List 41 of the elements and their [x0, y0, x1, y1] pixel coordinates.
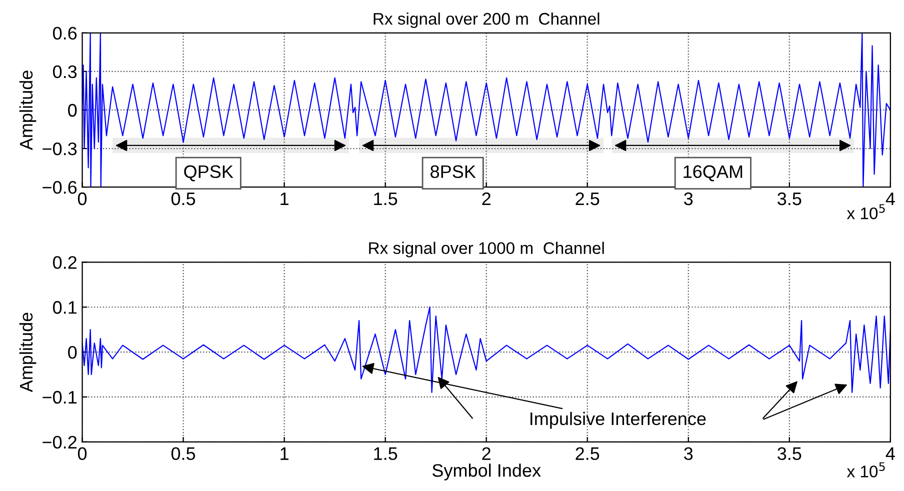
y-tick-label: 0.3	[53, 65, 77, 78]
x-tick-label: 2.5	[576, 192, 600, 206]
y-tick-label: 0.1	[53, 301, 77, 314]
y-tick-label: −0.1	[42, 390, 77, 404]
chart-title: Rx signal over 200 m Channel	[374, 12, 600, 28]
x-tick-label: 1	[280, 192, 288, 206]
annotation: Impulsive Interference	[530, 412, 706, 429]
x-tick-label: 3	[684, 192, 693, 206]
x-tick-label: 0.5	[171, 192, 196, 206]
y-tick-label: −0.3	[42, 142, 77, 156]
x-tick-label: 1.5	[374, 447, 398, 460]
x-tick-label: 1	[280, 447, 288, 460]
y-tick-label: 0.2	[53, 256, 76, 269]
band-label: 8PSK	[430, 165, 476, 178]
x-tick-label: 0	[78, 192, 87, 206]
line-series	[82, 306, 890, 394]
band-label: 16QAM	[684, 165, 742, 182]
x-tick-label: 0	[78, 447, 87, 460]
band-label: QPSK	[184, 165, 234, 182]
x-tick-label: 3.5	[778, 192, 802, 206]
x-tick-label: 3	[684, 447, 693, 460]
y-tick-label: −0.2	[42, 436, 76, 449]
y-tick-label: −0.6	[42, 181, 77, 194]
y-tick-label: 0.6	[53, 26, 77, 40]
x-tick-label: 0.5	[171, 447, 196, 460]
line-series	[82, 32, 890, 188]
text: x 10$^{5}$	[846, 204, 885, 220]
x-tick-label: 4	[886, 192, 895, 206]
x-tick-label: 4	[886, 447, 895, 460]
y-axis-title: Amplitude	[19, 70, 36, 150]
x-tick-label: 2.5	[576, 447, 600, 460]
x-tick-label: 3.5	[778, 447, 802, 460]
y-axis-title: Amplitude	[19, 312, 36, 392]
y-tick-label: 0	[68, 346, 77, 359]
y-tick-label: 0	[68, 104, 77, 117]
chart-title: Rx signal over 1000 m Channel	[369, 242, 604, 258]
x-axis-title: Symbol Index	[432, 464, 541, 480]
text: x 10$^{5}$	[846, 462, 885, 478]
x-tick-label: 1.5	[374, 192, 398, 206]
x-tick-label: 2	[482, 447, 490, 460]
x-tick-label: 2	[482, 192, 490, 206]
